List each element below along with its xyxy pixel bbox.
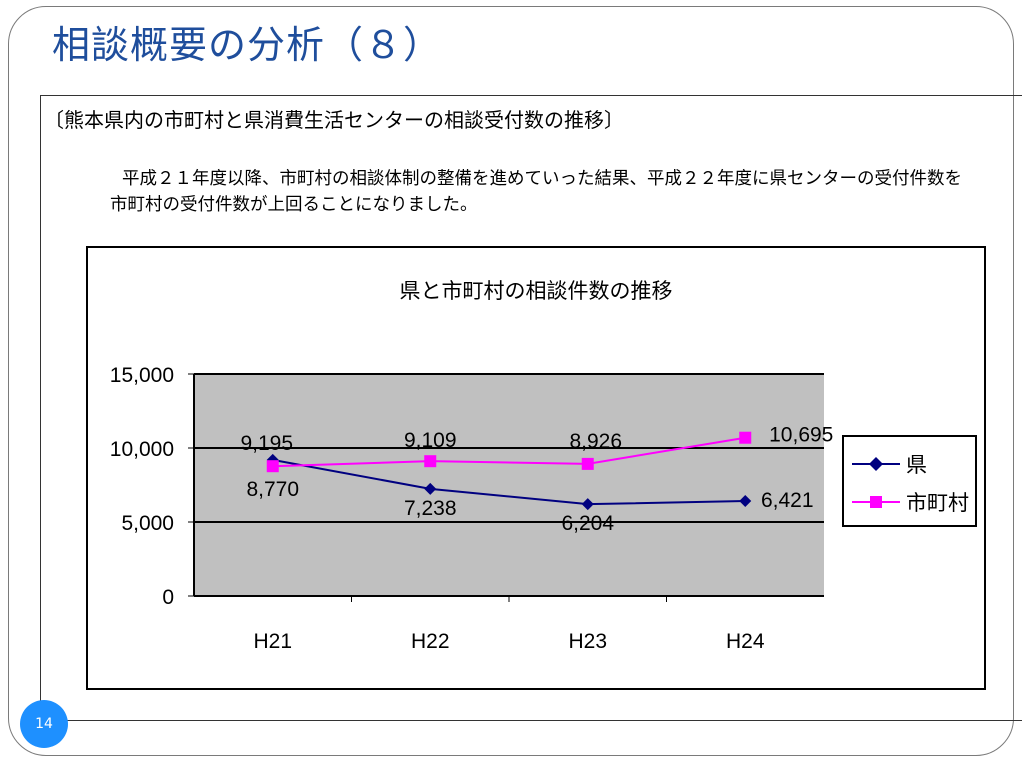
- content-box: [40, 95, 1022, 721]
- plot-area: [194, 374, 824, 596]
- data-label: 6,421: [761, 489, 814, 512]
- x-tick-label: H23: [568, 630, 607, 653]
- data-point-diamond: [581, 498, 594, 511]
- x-tick-label: H21: [253, 630, 292, 653]
- series-line: [272, 436, 746, 468]
- series-line: [272, 458, 746, 506]
- data-label: 8,926: [569, 430, 622, 453]
- x-tick-label: H22: [411, 630, 450, 653]
- page-number-badge: 14: [20, 700, 68, 748]
- legend-item-shichoson: 市町村: [850, 487, 969, 517]
- line-chart: 県と市町村の相談件数の推移 0 5,000 10,000 15,000 H21 H22 H23…: [110, 280, 834, 653]
- slide-frame: [8, 6, 1014, 756]
- y-tick-label: 5,000: [121, 512, 174, 535]
- y-tick-label: 0: [162, 586, 174, 609]
- data-point-square: [739, 431, 752, 444]
- legend-label-ken: 県: [906, 453, 927, 477]
- data-label: 9,109: [404, 429, 457, 452]
- data-point-diamond: [739, 494, 752, 507]
- legend-diamond-marker-icon: [852, 457, 900, 471]
- y-tick-label: 15,000: [110, 364, 174, 387]
- slide-title: 相談概要の分析（８）: [52, 23, 443, 67]
- legend-label-shichoson: 市町村: [906, 491, 969, 515]
- data-point-square: [581, 457, 594, 470]
- data-point-square: [266, 460, 279, 473]
- y-tick-label: 10,000: [110, 438, 174, 461]
- chart-legend: 県 市町村: [842, 435, 977, 527]
- data-label: 6,204: [561, 512, 614, 535]
- legend-square-marker-icon: [852, 496, 900, 508]
- data-label: 8,770: [246, 478, 299, 501]
- x-tick-label: H24: [726, 630, 765, 653]
- data-label: 10,695: [769, 424, 833, 447]
- description-text: 平成２１年度以降、市町村の相談体制の整備を進めていった結果、平成２２年度に県セン…: [110, 169, 962, 215]
- data-label: 7,238: [404, 497, 457, 520]
- section-heading: 〔熊本県内の市町村と県消費生活センターの相談受付数の推移〕: [44, 108, 624, 132]
- data-point-diamond: [424, 482, 437, 495]
- data-point-square: [424, 455, 437, 468]
- chart-container: 県と市町村の相談件数の推移 0 5,000 10,000 15,000 H21 H22 H23…: [86, 246, 986, 690]
- chart-title: 県と市町村の相談件数の推移: [400, 280, 673, 303]
- data-label: 9,195: [240, 432, 293, 455]
- legend-item-ken: 県: [850, 449, 927, 479]
